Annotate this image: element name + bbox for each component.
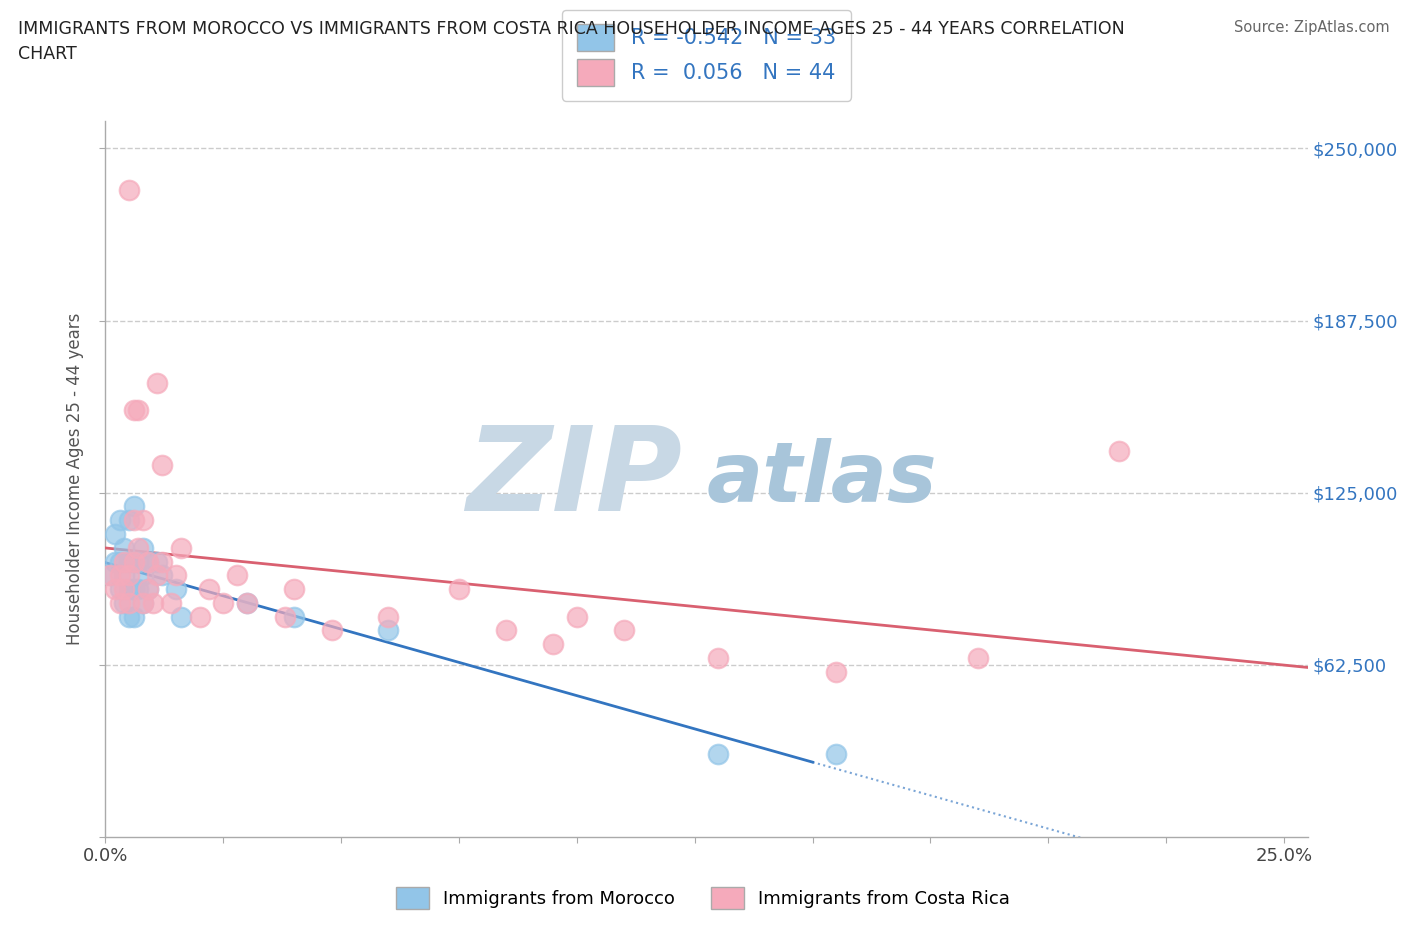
Point (127, 540, 149, 555)
Point (150, 568, 173, 583)
Point (273, 609, 295, 624)
Point (170, 609, 193, 624)
Point (108, 512, 131, 527)
Point (1108, 444, 1130, 458)
Point (122, 554, 145, 569)
Point (707, 651, 730, 666)
Point (377, 623, 399, 638)
Point (98, 568, 121, 583)
Point (165, 568, 187, 583)
Point (98, 568, 121, 583)
Point (165, 581, 187, 596)
Point (236, 595, 259, 610)
Text: Source: ZipAtlas.com: Source: ZipAtlas.com (1233, 20, 1389, 35)
Point (108, 595, 131, 610)
Point (377, 609, 399, 624)
Point (122, 581, 145, 596)
Text: IMMIGRANTS FROM MOROCCO VS IMMIGRANTS FROM COSTA RICA HOUSEHOLDER INCOME AGES 25: IMMIGRANTS FROM MOROCCO VS IMMIGRANTS FR… (18, 20, 1125, 38)
Point (122, 512, 145, 527)
Point (112, 568, 135, 583)
Point (613, 623, 636, 638)
Point (118, 609, 141, 624)
Text: atlas: atlas (707, 438, 938, 520)
Point (966, 651, 988, 666)
Text: ZIP: ZIP (467, 421, 682, 537)
Point (543, 637, 565, 652)
Point (104, 526, 127, 541)
Point (132, 595, 155, 610)
Point (321, 623, 343, 638)
Point (825, 664, 848, 679)
Point (108, 554, 131, 569)
Point (122, 403, 145, 418)
Point (146, 554, 169, 569)
Point (226, 568, 249, 583)
Point (136, 554, 159, 569)
Point (188, 609, 211, 624)
Legend: Immigrants from Morocco, Immigrants from Costa Rica: Immigrants from Morocco, Immigrants from… (389, 880, 1017, 916)
Legend: R = -0.542   N = 33, R =  0.056   N = 44: R = -0.542 N = 33, R = 0.056 N = 44 (562, 9, 851, 100)
Point (136, 581, 159, 596)
Point (146, 568, 169, 583)
Point (118, 182, 141, 197)
Point (283, 581, 305, 596)
Point (212, 595, 235, 610)
Point (160, 595, 183, 610)
Point (112, 595, 135, 610)
Point (122, 499, 145, 514)
Point (112, 540, 135, 555)
Point (136, 554, 159, 569)
Point (495, 623, 517, 638)
Point (150, 554, 173, 569)
Point (142, 595, 165, 610)
Point (108, 581, 131, 596)
Point (118, 568, 141, 583)
Point (127, 581, 149, 596)
Point (127, 403, 149, 418)
Point (112, 581, 135, 596)
Point (132, 540, 155, 555)
Point (118, 581, 141, 596)
Point (198, 581, 221, 596)
Point (447, 581, 470, 596)
Point (236, 595, 259, 610)
Point (118, 595, 141, 610)
Point (132, 595, 155, 610)
Point (132, 512, 155, 527)
Point (118, 512, 141, 527)
Point (104, 581, 127, 596)
Point (170, 540, 193, 555)
Point (565, 609, 588, 624)
Point (104, 554, 127, 569)
Point (108, 568, 131, 583)
Point (707, 747, 730, 762)
Point (283, 609, 305, 624)
Point (127, 554, 149, 569)
Point (146, 375, 169, 390)
Point (136, 581, 159, 596)
Point (132, 568, 155, 583)
Point (122, 554, 145, 569)
Point (122, 609, 145, 624)
Text: CHART: CHART (18, 45, 77, 62)
Point (150, 458, 173, 472)
Point (825, 747, 848, 762)
Y-axis label: Householder Income Ages 25 - 44 years: Householder Income Ages 25 - 44 years (66, 312, 84, 645)
Point (112, 554, 135, 569)
Point (118, 554, 141, 569)
